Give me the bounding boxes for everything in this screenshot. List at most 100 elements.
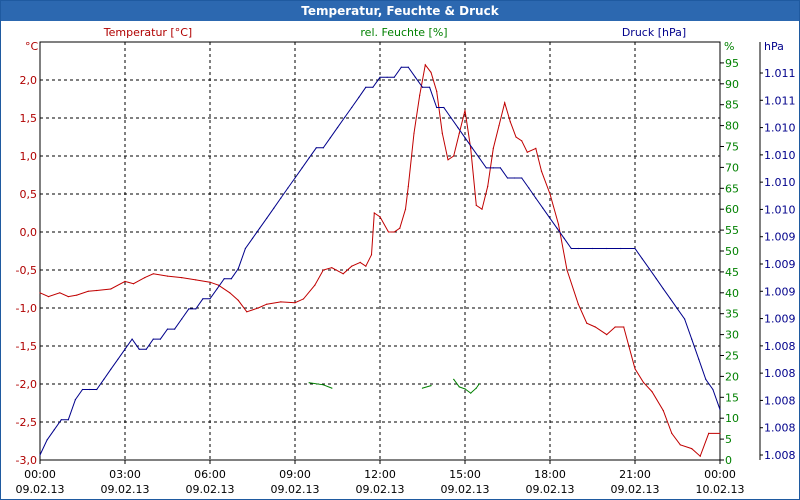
temperature-line-point [407,185,409,187]
temperature-line-point [679,444,681,446]
temperature-line-point [399,227,401,229]
pressure-line-point [556,227,558,229]
pressure-line-point [485,167,487,169]
pressure-line-point [521,177,523,179]
pressure-line-point [655,278,657,280]
pressure-line-point [358,96,360,98]
pressure-line-point [641,258,643,260]
humidity-tick-label: 55 [725,224,739,237]
temperature-line [39,63,720,458]
humidity-tick-label: 20 [725,370,739,383]
humidity-unit-label: % [724,40,734,53]
pressure-line-point [244,247,246,250]
temperature-line-point [436,90,438,92]
pressure-line-point [294,177,296,179]
x-tick-date: 09.02.13 [526,483,575,496]
pressure-line-point [407,66,409,68]
pressure-line-point [131,338,133,340]
temperature-line-point [237,299,239,301]
temperature-line-point [509,121,511,123]
temperature-line-point [359,261,361,263]
pressure-line-point [570,247,572,250]
pressure-line-point [74,399,76,401]
pressure-line-point [117,358,119,360]
temperature-line-point [331,267,333,269]
pressure-line-point [89,388,91,391]
pressure-line-point [103,378,105,380]
pressure-line-point [209,298,211,300]
pressure-line-point [400,66,402,68]
pressure-line-point [450,116,452,119]
temperature-line-point [651,391,653,393]
pressure-tick-label: 1.011 [764,94,796,107]
humidity-tick-label: 45 [725,266,739,279]
temperature-line-point [294,302,296,304]
pressure-line-point [662,288,664,290]
pressure-line-point [606,247,608,250]
pressure-line-point [684,318,686,320]
humidity-line-segment-point [421,387,424,389]
pressure-line-point [138,348,140,350]
grid [40,42,720,460]
temperature-line-point [671,432,673,434]
humidity-line-segment [422,385,432,389]
temperature-line-point [209,281,211,283]
humidity-tick-label: 90 [725,78,739,91]
pressure-line-point [514,177,516,179]
pressure-line-point [308,157,310,159]
x-tick-time: 21:00 [619,468,651,481]
temperature-line-point [419,94,421,96]
pressure-tick-label: 1.008 [764,340,796,353]
pressure-line-point [372,86,374,88]
humidity-tick-label: 50 [725,245,739,258]
temperature-line-point [453,155,455,157]
temp-tick-label: 0,0 [20,226,38,239]
temperature-line-point [59,292,61,294]
pressure-line-point [259,227,261,229]
temperature-line-point [487,185,489,187]
humidity-line-segment-point [322,384,324,386]
temperature-line-point [76,294,78,296]
humidity-line-segment-point [308,382,310,384]
pressure-line-point [266,217,268,219]
humidity-tick-label: 40 [725,287,739,300]
humidity-line-segment-point [475,387,477,389]
pressure-tick-label: 1.010 [764,176,796,189]
temp-tick-label: -3,0 [16,454,37,467]
pressure-line-point [535,197,537,199]
temperature-line-point [387,231,390,233]
pressure-line-point [471,147,473,149]
temperature-line-point [302,298,305,300]
temperature-line-point [144,277,146,279]
series-lines [39,63,721,458]
humidity-tick-label: 30 [725,329,739,342]
pressure-line-point [719,409,721,411]
axes [39,41,763,464]
x-tick-date: 09.02.13 [186,483,235,496]
temp-tick-label: -2,5 [16,416,37,429]
pressure-line-point [705,378,707,380]
temperature-line-point [124,280,126,282]
pressure-unit-label: hPa [764,40,784,53]
pressure-tick-label: 1.009 [764,285,796,298]
temperature-line-point [549,193,551,195]
temperature-line-point [606,334,608,336]
temperature-line-point [47,296,50,298]
pressure-tick-label: 1.010 [764,122,796,135]
temperature-line-point [470,147,472,149]
temperature-line-point [526,151,528,153]
x-tick-date: 09.02.13 [356,483,405,496]
temperature-line-point [481,208,483,210]
x-tick-time: 18:00 [534,468,566,481]
temperature-line-point [430,71,432,73]
pressure-line-point [393,76,395,78]
pressure-tick-label: 1.008 [764,449,796,462]
x-tick-date: 09.02.13 [271,483,320,496]
pressure-line-point [124,348,126,350]
pressure-line-point [195,308,197,310]
temperature-line-point [181,277,183,279]
humidity-tick-label: 65 [725,182,739,195]
temperature-line-point [475,204,477,206]
